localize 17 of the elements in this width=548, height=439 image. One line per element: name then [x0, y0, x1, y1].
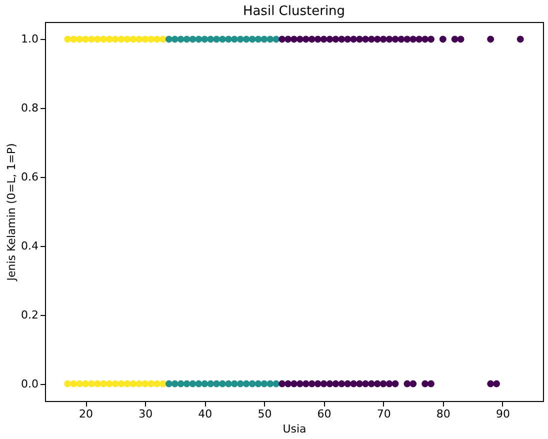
- chart-title: Hasil Clustering: [242, 4, 346, 19]
- y-tick-label: 0.8: [21, 102, 38, 115]
- y-tick-label: 1.0: [21, 32, 38, 46]
- x-tick-label: 40: [198, 408, 212, 420]
- y-tick-label: 0.4: [21, 239, 38, 252]
- x-tick-label: 70: [376, 408, 391, 420]
- x-tick-label: 90: [496, 408, 510, 420]
- y-tick-label: 0.0: [21, 377, 38, 390]
- y-axis-title: Jenis Kelamin (0=L, 1=P): [5, 143, 18, 282]
- x-tick-label: 60: [317, 408, 332, 420]
- x-axis-title: Usia: [282, 422, 306, 436]
- x-tick-label: 30: [138, 408, 153, 420]
- x-tick-label: 80: [436, 408, 450, 420]
- x-tick-label: 20: [79, 408, 94, 420]
- y-tick-label: 0.6: [21, 170, 38, 184]
- y-tick-label: 0.2: [21, 308, 38, 322]
- x-tick-label: 50: [258, 408, 272, 420]
